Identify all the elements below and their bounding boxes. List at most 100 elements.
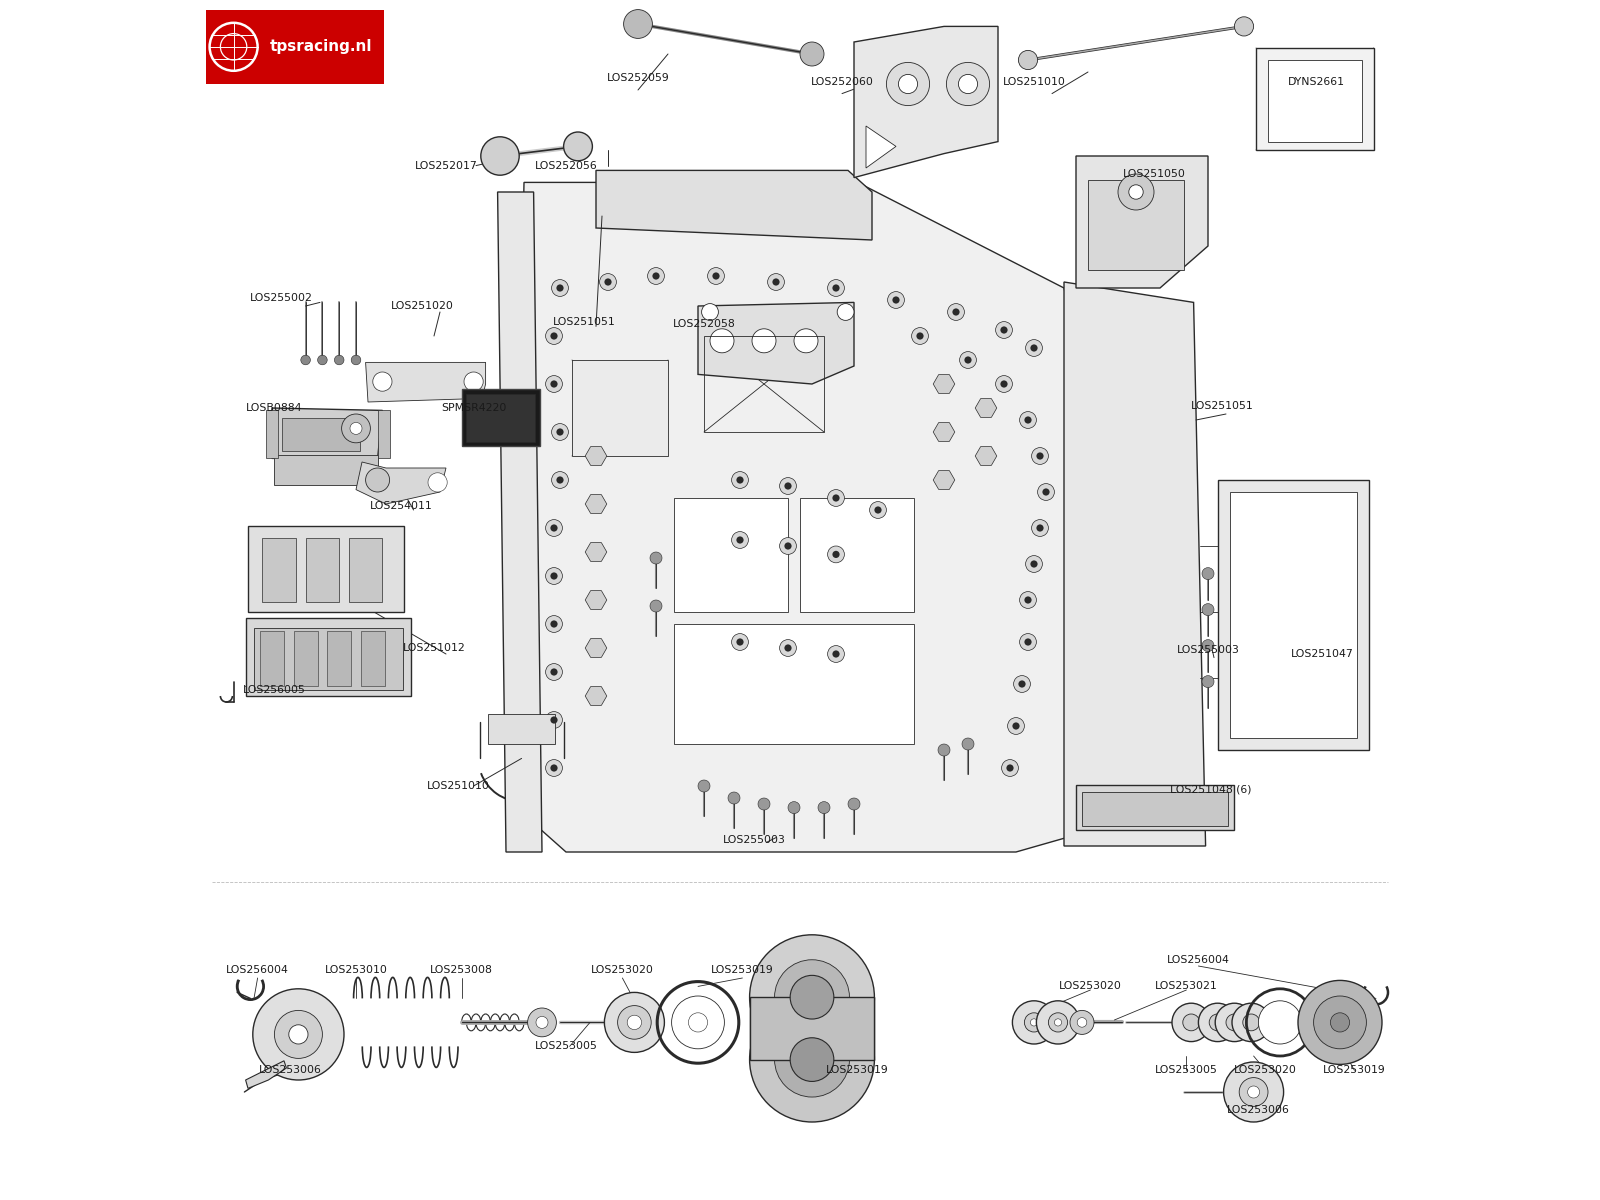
Circle shape — [827, 490, 845, 506]
Circle shape — [627, 1015, 642, 1030]
Circle shape — [1248, 1086, 1259, 1098]
Circle shape — [1024, 638, 1032, 646]
Text: LOS251048 (6): LOS251048 (6) — [1170, 785, 1251, 794]
Bar — [462, 389, 539, 446]
Circle shape — [784, 482, 792, 490]
Circle shape — [1202, 640, 1214, 652]
Bar — [294, 631, 317, 686]
Circle shape — [605, 278, 611, 286]
Circle shape — [550, 380, 558, 388]
Circle shape — [546, 376, 563, 392]
Polygon shape — [595, 170, 872, 240]
Circle shape — [736, 476, 744, 484]
Circle shape — [995, 376, 1013, 392]
Circle shape — [1026, 556, 1043, 572]
Circle shape — [1019, 412, 1037, 428]
Circle shape — [648, 268, 664, 284]
Circle shape — [550, 572, 558, 580]
Circle shape — [546, 760, 563, 776]
Polygon shape — [498, 192, 542, 852]
Circle shape — [952, 308, 960, 316]
Circle shape — [1232, 1003, 1270, 1042]
Circle shape — [960, 352, 976, 368]
Circle shape — [350, 422, 362, 434]
Circle shape — [342, 414, 371, 443]
Bar — [1082, 792, 1229, 826]
Circle shape — [546, 520, 563, 536]
Polygon shape — [1075, 156, 1208, 288]
Polygon shape — [586, 542, 606, 562]
Polygon shape — [573, 360, 669, 456]
Circle shape — [624, 10, 653, 38]
Text: LOS253020: LOS253020 — [1059, 982, 1122, 991]
Text: LOS253020: LOS253020 — [1234, 1066, 1298, 1075]
Circle shape — [1024, 596, 1032, 604]
Circle shape — [790, 1038, 834, 1081]
Text: LOS253019: LOS253019 — [1323, 1066, 1386, 1075]
Text: LOS253008: LOS253008 — [430, 965, 493, 974]
Polygon shape — [933, 422, 955, 442]
Circle shape — [779, 640, 797, 656]
Circle shape — [1210, 1014, 1226, 1031]
Circle shape — [749, 935, 874, 1060]
Circle shape — [550, 668, 558, 676]
Bar — [275, 455, 378, 485]
Circle shape — [1070, 1010, 1094, 1034]
Circle shape — [888, 292, 904, 308]
Circle shape — [1182, 1014, 1200, 1031]
Circle shape — [790, 976, 834, 1019]
Text: LOSB0884: LOSB0884 — [246, 403, 302, 413]
Circle shape — [1043, 488, 1050, 496]
Circle shape — [1243, 1014, 1259, 1031]
Circle shape — [1024, 416, 1032, 424]
Circle shape — [827, 546, 845, 563]
Circle shape — [774, 960, 850, 1034]
Text: LOS253010: LOS253010 — [325, 965, 387, 974]
Circle shape — [552, 424, 568, 440]
Text: LOS253006: LOS253006 — [1227, 1105, 1290, 1115]
Circle shape — [605, 992, 664, 1052]
Circle shape — [832, 494, 840, 502]
Circle shape — [528, 1008, 557, 1037]
Circle shape — [550, 524, 558, 532]
Circle shape — [1014, 676, 1030, 692]
Circle shape — [557, 476, 563, 484]
Circle shape — [1026, 340, 1043, 356]
Circle shape — [546, 664, 563, 680]
Circle shape — [893, 296, 899, 304]
Circle shape — [546, 712, 563, 728]
Bar — [749, 997, 875, 1060]
Circle shape — [710, 329, 734, 353]
Circle shape — [1037, 1001, 1080, 1044]
Circle shape — [784, 644, 792, 652]
Text: LOS251020: LOS251020 — [390, 301, 453, 311]
Circle shape — [1118, 174, 1154, 210]
Circle shape — [1202, 604, 1214, 616]
Text: LOS252060: LOS252060 — [811, 77, 874, 86]
Polygon shape — [698, 302, 854, 384]
Text: LOS253019: LOS253019 — [710, 965, 774, 974]
Circle shape — [1037, 484, 1054, 500]
Circle shape — [917, 332, 923, 340]
Text: LOS253005: LOS253005 — [534, 1042, 597, 1051]
Circle shape — [536, 1016, 547, 1028]
Polygon shape — [854, 26, 998, 178]
Bar — [1218, 480, 1370, 750]
Text: LOS253005: LOS253005 — [1155, 1066, 1218, 1075]
Circle shape — [1018, 50, 1037, 70]
Text: LOS251012: LOS251012 — [403, 643, 466, 653]
Bar — [378, 410, 390, 458]
Circle shape — [429, 473, 448, 492]
Bar — [800, 498, 914, 612]
Circle shape — [614, 1015, 630, 1030]
Text: DYNS2661: DYNS2661 — [1288, 77, 1344, 86]
Polygon shape — [976, 446, 997, 466]
Circle shape — [317, 355, 326, 365]
Text: LOS251010: LOS251010 — [1003, 77, 1066, 86]
Circle shape — [870, 502, 886, 518]
Polygon shape — [365, 362, 486, 402]
Polygon shape — [586, 494, 606, 514]
Circle shape — [1000, 380, 1008, 388]
Bar — [467, 394, 534, 442]
Circle shape — [832, 551, 840, 558]
